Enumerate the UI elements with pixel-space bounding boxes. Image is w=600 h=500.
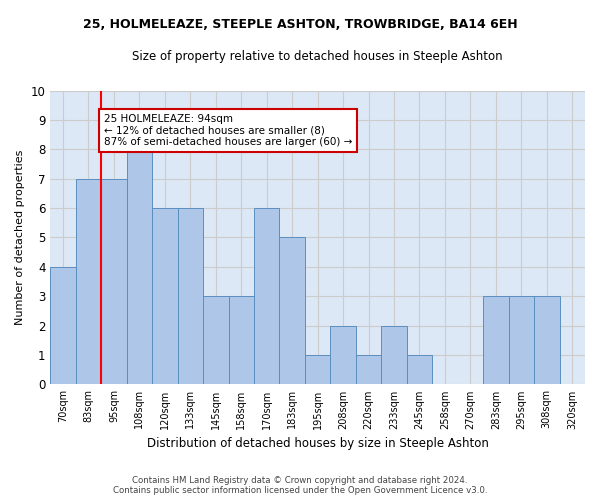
Bar <box>382 326 407 384</box>
Text: 25 HOLMELEAZE: 94sqm
← 12% of detached houses are smaller (8)
87% of semi-detach: 25 HOLMELEAZE: 94sqm ← 12% of detached h… <box>104 114 352 148</box>
Bar <box>483 296 509 384</box>
Bar <box>178 208 203 384</box>
Bar <box>101 178 127 384</box>
Bar <box>280 238 305 384</box>
Bar <box>356 355 382 384</box>
Bar <box>50 267 76 384</box>
Bar <box>407 355 432 384</box>
Text: Contains HM Land Registry data © Crown copyright and database right 2024.
Contai: Contains HM Land Registry data © Crown c… <box>113 476 487 495</box>
Bar <box>229 296 254 384</box>
Bar <box>534 296 560 384</box>
Bar <box>127 150 152 384</box>
Bar <box>152 208 178 384</box>
Bar <box>203 296 229 384</box>
Text: 25, HOLMELEAZE, STEEPLE ASHTON, TROWBRIDGE, BA14 6EH: 25, HOLMELEAZE, STEEPLE ASHTON, TROWBRID… <box>83 18 517 30</box>
Bar <box>331 326 356 384</box>
X-axis label: Distribution of detached houses by size in Steeple Ashton: Distribution of detached houses by size … <box>147 437 488 450</box>
Title: Size of property relative to detached houses in Steeple Ashton: Size of property relative to detached ho… <box>133 50 503 63</box>
Bar <box>254 208 280 384</box>
Bar <box>305 355 331 384</box>
Y-axis label: Number of detached properties: Number of detached properties <box>15 150 25 325</box>
Bar <box>76 178 101 384</box>
Bar <box>509 296 534 384</box>
